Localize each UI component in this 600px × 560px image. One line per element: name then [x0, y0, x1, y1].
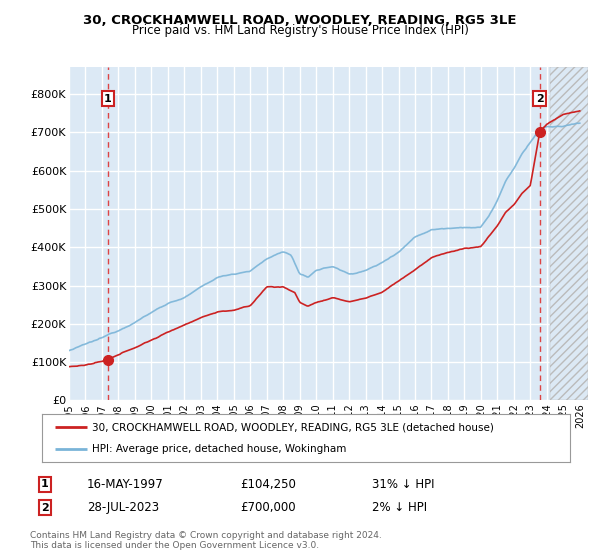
Text: £104,250: £104,250: [240, 478, 296, 491]
Text: 2: 2: [41, 503, 49, 513]
Text: 2: 2: [536, 94, 544, 104]
Text: 31% ↓ HPI: 31% ↓ HPI: [372, 478, 434, 491]
Text: 28-JUL-2023: 28-JUL-2023: [87, 501, 159, 515]
Text: 1: 1: [104, 94, 112, 104]
Text: £700,000: £700,000: [240, 501, 296, 515]
Text: 30, CROCKHAMWELL ROAD, WOODLEY, READING, RG5 3LE: 30, CROCKHAMWELL ROAD, WOODLEY, READING,…: [83, 14, 517, 27]
Text: HPI: Average price, detached house, Wokingham: HPI: Average price, detached house, Woki…: [92, 444, 347, 454]
Text: 30, CROCKHAMWELL ROAD, WOODLEY, READING, RG5 3LE (detached house): 30, CROCKHAMWELL ROAD, WOODLEY, READING,…: [92, 422, 494, 432]
Bar: [550, 67, 588, 400]
Text: 1: 1: [41, 479, 49, 489]
Text: Contains HM Land Registry data © Crown copyright and database right 2024.
This d: Contains HM Land Registry data © Crown c…: [30, 531, 382, 550]
Text: 16-MAY-1997: 16-MAY-1997: [87, 478, 164, 491]
Text: Price paid vs. HM Land Registry's House Price Index (HPI): Price paid vs. HM Land Registry's House …: [131, 24, 469, 36]
Text: 2% ↓ HPI: 2% ↓ HPI: [372, 501, 427, 515]
